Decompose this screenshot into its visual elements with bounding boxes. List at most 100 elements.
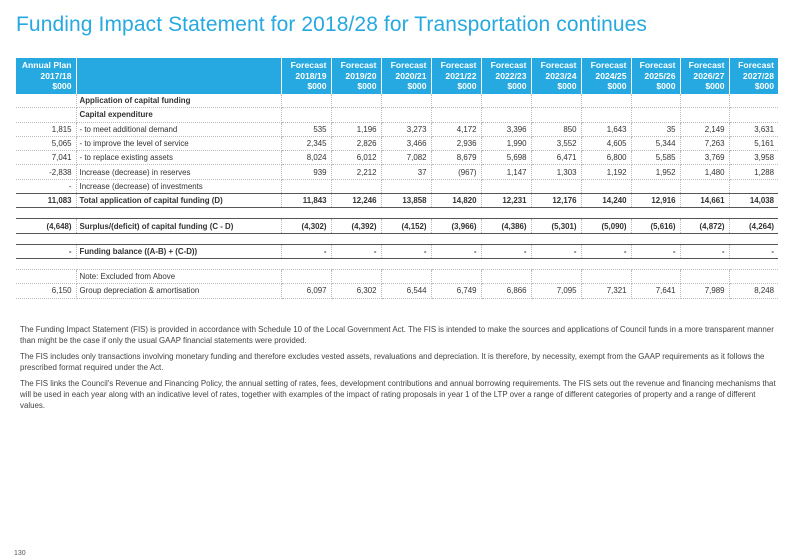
value-cell bbox=[381, 207, 431, 220]
value-cell: (3,966) bbox=[431, 218, 482, 234]
value-cell bbox=[581, 94, 632, 109]
value-cell bbox=[481, 179, 532, 195]
value-cell: 2,212 bbox=[331, 164, 382, 180]
table-row: 5,065- to improve the level of service 2,… bbox=[16, 136, 778, 152]
value-cell: -2,838 bbox=[16, 164, 77, 180]
header-line: $000 bbox=[507, 81, 527, 91]
header-line: $000 bbox=[407, 81, 427, 91]
header-cell: Forecast 2026/27 $000 bbox=[680, 58, 730, 94]
row-label-cell: Increase (decrease) of investments bbox=[76, 179, 282, 195]
value-cell: 6,471 bbox=[531, 150, 582, 166]
header-cell: Forecast 2019/20 $000 bbox=[331, 58, 382, 94]
value-cell: (4,648) bbox=[16, 218, 77, 234]
value-cell bbox=[729, 207, 778, 220]
note-paragraph: The FIS links the Council's Revenue and … bbox=[20, 379, 776, 411]
value-cell: 1,192 bbox=[581, 164, 632, 180]
value-cell bbox=[481, 94, 532, 109]
row-label-cell: - to replace existing assets bbox=[76, 150, 282, 166]
value-cell: 1,480 bbox=[680, 164, 730, 180]
value-cell: 14,038 bbox=[729, 193, 778, 209]
value-cell: 1,990 bbox=[481, 136, 532, 152]
value-cell: 12,916 bbox=[631, 193, 681, 209]
header-line: 2020/21 bbox=[395, 70, 427, 81]
value-cell: 3,466 bbox=[381, 136, 432, 152]
note-paragraph: The FIS includes only transactions invol… bbox=[20, 352, 765, 373]
value-cell bbox=[16, 94, 77, 109]
header-line: $000 bbox=[52, 81, 72, 91]
value-cell bbox=[481, 233, 531, 245]
header-line: 2023/24 bbox=[545, 70, 577, 81]
value-cell: - bbox=[481, 243, 532, 259]
row-label-cell: Total application of capital funding (D) bbox=[76, 193, 282, 209]
value-cell bbox=[631, 107, 681, 123]
value-cell: - bbox=[281, 243, 332, 259]
value-cell bbox=[431, 207, 481, 220]
header-cell: Forecast 2024/25 $000 bbox=[581, 58, 632, 94]
value-cell bbox=[729, 233, 778, 245]
value-cell: 5,161 bbox=[729, 136, 778, 152]
value-cell bbox=[729, 94, 778, 109]
value-cell: 2,149 bbox=[680, 122, 730, 137]
value-cell bbox=[381, 179, 432, 195]
value-cell bbox=[281, 179, 332, 195]
value-cell: 850 bbox=[531, 122, 582, 137]
header-line: $000 bbox=[357, 81, 377, 91]
value-cell bbox=[531, 258, 581, 270]
value-cell bbox=[581, 233, 631, 245]
row-label-cell: Note: Excluded from Above bbox=[76, 269, 282, 285]
value-cell: 6,800 bbox=[581, 150, 632, 166]
value-cell bbox=[331, 258, 381, 270]
table-row: Note: Excluded from Above bbox=[16, 269, 778, 285]
value-cell: 8,024 bbox=[281, 150, 332, 166]
value-cell bbox=[581, 207, 631, 220]
value-cell: (4,386) bbox=[481, 218, 532, 234]
header-line: 2019/20 bbox=[345, 70, 377, 81]
header-line: Forecast bbox=[390, 60, 427, 70]
value-cell: 7,321 bbox=[581, 283, 632, 299]
spacer-row bbox=[16, 207, 778, 220]
value-cell bbox=[381, 258, 431, 270]
row-label-cell bbox=[76, 233, 281, 245]
table-row: 11,083 Total application of capital fundi… bbox=[16, 193, 778, 209]
value-cell bbox=[531, 94, 582, 109]
funding-impact-table: Annual Plan 2017/18 $000 Forecast 2018/19 $00… bbox=[16, 58, 778, 299]
value-cell: 35 bbox=[631, 122, 681, 137]
value-cell: 3,631 bbox=[729, 122, 778, 137]
note-paragraph: The Funding Impact Statement (FIS) is pr… bbox=[20, 325, 774, 346]
table-row: 6,150 Group depreciation & amortisation 6,… bbox=[16, 283, 778, 299]
row-label-cell: Application of capital funding bbox=[76, 94, 282, 109]
value-cell bbox=[281, 233, 331, 245]
value-cell: 6,150 bbox=[16, 283, 77, 299]
header-line: $000 bbox=[607, 81, 627, 91]
header-line: 2021/22 bbox=[445, 70, 477, 81]
row-label-cell: Increase (decrease) in reserves bbox=[76, 164, 282, 180]
value-cell bbox=[729, 258, 778, 270]
value-cell: 5,344 bbox=[631, 136, 681, 152]
value-cell: (5,616) bbox=[631, 218, 681, 234]
value-cell bbox=[331, 269, 382, 285]
value-cell: 7,989 bbox=[680, 283, 730, 299]
value-cell: 7,263 bbox=[680, 136, 730, 152]
value-cell: (4,392) bbox=[331, 218, 382, 234]
value-cell: - bbox=[631, 243, 681, 259]
value-cell bbox=[431, 107, 482, 123]
value-cell: 6,302 bbox=[331, 283, 382, 299]
value-cell: 14,661 bbox=[680, 193, 730, 209]
row-label-cell: - to improve the level of service bbox=[76, 136, 282, 152]
page-number: 130 bbox=[14, 550, 26, 557]
row-label-cell: - to meet additional demand bbox=[76, 122, 282, 137]
value-cell bbox=[281, 269, 332, 285]
spacer-row bbox=[16, 233, 778, 245]
value-cell bbox=[381, 107, 432, 123]
value-cell bbox=[680, 233, 729, 245]
value-cell: 2,345 bbox=[281, 136, 332, 152]
value-cell: 11,843 bbox=[281, 193, 332, 209]
header-cell: Forecast 2021/22 $000 bbox=[431, 58, 482, 94]
value-cell: 1,815 bbox=[16, 122, 77, 137]
value-cell: 8,248 bbox=[729, 283, 778, 299]
value-cell: - bbox=[16, 179, 77, 195]
value-cell: 6,866 bbox=[481, 283, 532, 299]
row-label-cell bbox=[76, 207, 281, 220]
value-cell: - bbox=[431, 243, 482, 259]
header-line: Forecast bbox=[688, 60, 725, 70]
